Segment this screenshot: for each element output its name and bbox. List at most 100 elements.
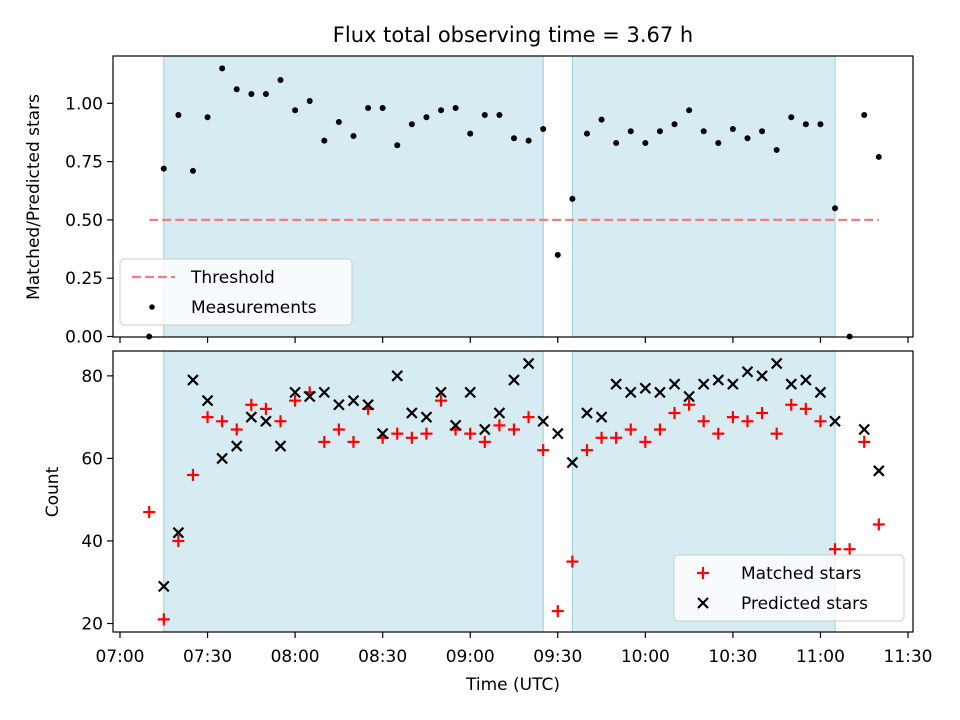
predicted-star-point [683, 390, 695, 403]
measurement-point [671, 121, 678, 128]
predicted-star-point [595, 411, 608, 423]
bottom-y-tick-label: 80 [81, 367, 103, 387]
legend-predicted-label: Predicted stars [741, 594, 868, 614]
matched-star-point [843, 543, 856, 556]
measurement-point [496, 111, 503, 118]
matched-star-point [289, 394, 302, 407]
predicted-star-point [581, 407, 593, 419]
measurement-point [408, 121, 415, 128]
top-legend: Threshold Measurements [119, 258, 353, 326]
measurement-point [306, 97, 313, 104]
measurement-point [350, 132, 357, 139]
measurement-point [277, 76, 284, 83]
x-tick-label: 11:00 [796, 647, 845, 667]
bottom-y-tick-label: 60 [81, 449, 103, 469]
x-tick-label: 10:00 [621, 647, 670, 667]
predicted-star-point [230, 440, 243, 452]
bottom-y-ticks: 20 40 60 80 [81, 367, 113, 635]
predicted-star-point [697, 378, 710, 390]
predicted-star-point [668, 378, 681, 390]
bottom-y-axis-label: Count [43, 466, 63, 517]
predicted-star-point [274, 440, 287, 452]
x-tick-label: 08:00 [271, 647, 320, 667]
predicted-star-point [303, 390, 316, 403]
matched-star-point [332, 423, 345, 436]
predicted-star-point [814, 386, 827, 399]
x-tick-label: 07:00 [96, 647, 145, 667]
predicted-star-point [537, 415, 549, 428]
bottom-shaded-intervals [163, 350, 836, 633]
predicted-star-point [245, 411, 258, 423]
measurement-point [481, 111, 488, 118]
measurement-point [773, 146, 780, 153]
matched-star-point [435, 394, 448, 407]
x-tick-label: 08:30 [358, 647, 407, 667]
measurement-point [875, 153, 882, 160]
measurement-point [511, 135, 517, 142]
predicted-star-point [741, 365, 754, 378]
measurement-point [394, 142, 401, 149]
top-legend-box [119, 258, 353, 326]
top-y-tick-label: 0.25 [65, 269, 103, 289]
top-x-ticks [119, 337, 909, 343]
measurement-point [554, 251, 561, 258]
measurement-point [233, 86, 240, 93]
predicted-star-point [785, 378, 798, 390]
bottom-legend-box [673, 554, 905, 622]
x-tick-label: 11:30 [884, 647, 933, 667]
predicted-star-point [624, 386, 637, 399]
x-tick-label: 07:30 [183, 647, 232, 667]
measurement-point [583, 130, 590, 137]
measurement-point [525, 137, 532, 144]
matched-star-point [683, 398, 696, 411]
legend-threshold-label: Threshold [190, 268, 275, 288]
matched-star-point [420, 427, 433, 440]
shaded-interval [163, 350, 544, 633]
predicted-star-point [449, 419, 462, 432]
legend-matched-swatch [697, 567, 709, 579]
matched-star-point [143, 506, 156, 519]
x-axis-label: Time (UTC) [465, 675, 560, 695]
top-y-ticks: 0.00 0.25 0.50 0.75 1.00 [65, 94, 113, 348]
measurement-point [292, 107, 299, 114]
matched-star-point [726, 411, 739, 424]
matched-star-point [537, 444, 550, 457]
measurement-point [160, 165, 167, 172]
legend-predicted-swatch [697, 597, 709, 609]
matched-stars-points [143, 386, 885, 626]
matched-star-point [493, 419, 506, 432]
measurement-point [700, 128, 707, 135]
predicted-star-point [800, 374, 812, 386]
predicted-star-point [406, 407, 418, 419]
predicted-star-point [391, 370, 404, 382]
measurement-point [321, 137, 328, 144]
predicted-star-point [610, 378, 622, 390]
matched-star-point [668, 407, 681, 420]
matched-star-point [580, 444, 593, 457]
matched-star-point [318, 435, 331, 448]
measurement-point [686, 107, 693, 114]
predicted-star-point [756, 370, 768, 382]
matched-star-point [230, 423, 243, 436]
predicted-star-point [639, 382, 652, 395]
measurement-point [642, 139, 649, 146]
bottom-legend: Matched stars Predicted stars [673, 554, 905, 622]
predicted-star-point [464, 386, 477, 399]
predicted-star-point [157, 580, 170, 593]
predicted-star-point [216, 452, 228, 465]
matched-star-point [785, 398, 798, 411]
measurement-point [423, 114, 430, 121]
measurement-point [802, 121, 809, 128]
measurement-point [452, 104, 459, 111]
measurement-point [248, 90, 255, 97]
matched-star-point [872, 518, 885, 531]
matched-star-point [712, 427, 725, 440]
legend-matched-label: Matched stars [741, 564, 861, 584]
predicted-star-point [362, 398, 374, 411]
measurement-point [627, 128, 634, 135]
matched-star-point [478, 435, 491, 448]
matched-star-point [391, 427, 404, 440]
measurement-point [189, 167, 196, 174]
matched-star-point [858, 435, 871, 448]
